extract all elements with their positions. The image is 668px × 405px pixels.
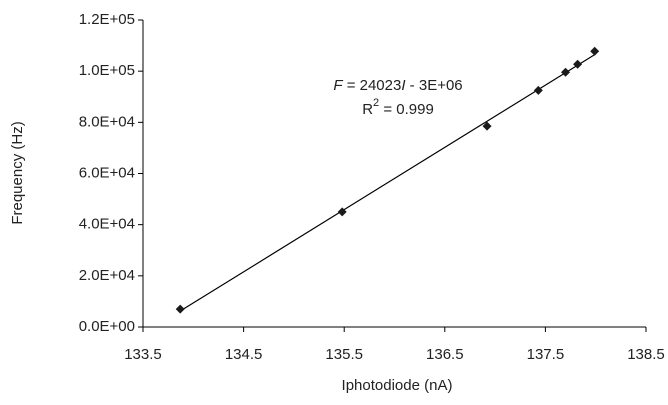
point (561, 67, 571, 77)
y-tick-label: 1.0E+05 (79, 62, 135, 79)
equation-part: = 24023 (343, 77, 402, 94)
trendline (179, 54, 596, 312)
x-tick-label: 136.5 (426, 346, 464, 363)
point (590, 46, 600, 56)
y-tick-label: 1.2E+05 (79, 11, 135, 28)
equation-part: - 3E+06 (406, 77, 463, 94)
point (337, 207, 347, 217)
trendline-equation: F = 24023I - 3E+06 (333, 77, 462, 94)
x-axis-title: Iphotodiode (nA) (342, 377, 453, 394)
x-tick-label: 135.5 (325, 346, 363, 363)
y-tick-label: 4.0E+04 (79, 216, 135, 233)
equation-part: I (401, 77, 405, 94)
point (533, 85, 543, 95)
r-squared-part: R (362, 101, 373, 118)
point (482, 121, 492, 131)
equation-part: F (333, 77, 343, 94)
point (573, 59, 583, 69)
y-axis-title: Frequency (Hz) (9, 121, 26, 224)
y-tick-label: 2.0E+04 (79, 267, 135, 284)
r-squared-part: = 0.999 (379, 101, 434, 118)
x-tick-label: 134.5 (225, 346, 263, 363)
x-tick-label: 138.5 (627, 346, 665, 363)
r-squared: R2 = 0.999 (362, 97, 434, 118)
x-tick-label: 133.5 (124, 346, 162, 363)
r-squared-part: 2 (373, 97, 379, 109)
y-tick-label: 6.0E+04 (79, 164, 135, 181)
x-tick-label: 137.5 (527, 346, 565, 363)
point (175, 304, 185, 314)
y-tick-label: 8.0E+04 (79, 113, 135, 130)
y-tick-label: 0.0E+00 (79, 318, 135, 335)
